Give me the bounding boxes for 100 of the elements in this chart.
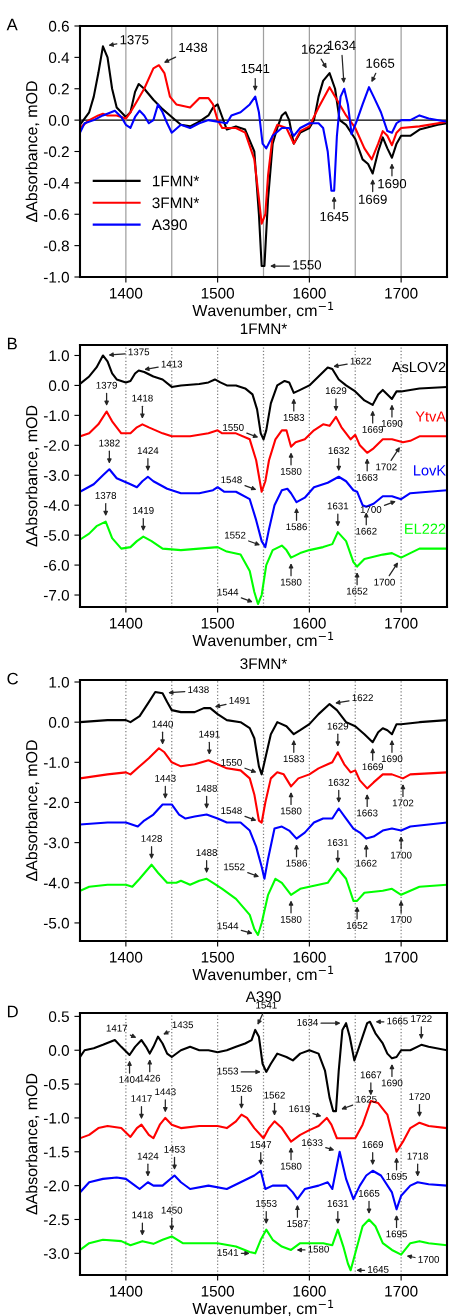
annotation: 1438 bbox=[188, 686, 209, 694]
annotation: 1652 bbox=[347, 587, 368, 595]
annotation: 1583 bbox=[283, 414, 305, 421]
annotation: 1541 bbox=[241, 63, 270, 74]
y-tick-label: -5.0 bbox=[43, 917, 69, 929]
text: C bbox=[7, 672, 18, 685]
legend-label: A390 bbox=[151, 219, 187, 231]
annotation: 1662 bbox=[356, 859, 377, 867]
annotation: 1625 bbox=[356, 1095, 377, 1103]
x-tick-label: 1600 bbox=[293, 287, 326, 299]
annotation: 1580 bbox=[308, 1245, 329, 1253]
annotation: 1718 bbox=[407, 1152, 429, 1160]
annotation: 1629 bbox=[327, 722, 349, 730]
x-tick-label: 1700 bbox=[385, 951, 418, 963]
x-tick-label: 1500 bbox=[201, 951, 235, 963]
annotation: 1552 bbox=[225, 531, 246, 539]
annotation: 1418 bbox=[132, 1211, 153, 1219]
annotation: 1562 bbox=[264, 1091, 285, 1099]
x-tick-label: 1400 bbox=[110, 951, 143, 963]
annotation: 1580 bbox=[280, 915, 302, 923]
annotation: 1541 bbox=[217, 1249, 239, 1256]
y-tick-label: -1.5 bbox=[43, 1146, 69, 1158]
x-tick-label: 1600 bbox=[293, 951, 326, 963]
annotation: 1550 bbox=[293, 260, 322, 270]
annotation: 1553 bbox=[217, 1067, 239, 1075]
annotation: 1435 bbox=[172, 1021, 194, 1029]
annotation: 1417 bbox=[106, 1024, 128, 1032]
x-axis-title: Wavenumber, cm$^{−1}$ bbox=[192, 631, 334, 649]
y-axis-title: ΔAbsorbance, mOD bbox=[25, 740, 40, 882]
annotation: 1662 bbox=[356, 527, 377, 535]
x-tick-label: 1400 bbox=[110, 617, 143, 629]
annotation: 1548 bbox=[221, 476, 242, 484]
annotation: 1665 bbox=[387, 1017, 408, 1025]
text: A bbox=[6, 18, 18, 31]
y-axis-title: ΔAbsorbance, mOD bbox=[25, 1073, 40, 1215]
annotation: 1622 bbox=[352, 694, 373, 702]
annotation: 1488 bbox=[196, 784, 218, 792]
y-tick-label: 0.5 bbox=[48, 1011, 69, 1023]
y-tick-label: 0.0 bbox=[48, 1045, 69, 1056]
annotation: 1424 bbox=[137, 1152, 159, 1160]
annotation: 1700 bbox=[391, 851, 412, 859]
annotation: 1587 bbox=[287, 1220, 308, 1228]
annotation: 1550 bbox=[223, 423, 244, 431]
y-axis-title: ΔAbsorbance, mOD bbox=[25, 405, 40, 547]
y-tick-label: -6.0 bbox=[43, 559, 69, 571]
x-tick-label: 1500 bbox=[201, 287, 235, 299]
annotation: 1619 bbox=[289, 1105, 310, 1113]
annotation: 1631 bbox=[327, 1200, 349, 1207]
annotation: 1629 bbox=[325, 387, 347, 395]
annotation: 1722 bbox=[411, 1015, 432, 1022]
y-axis-title: ΔAbsorbance, mOD bbox=[25, 81, 40, 223]
annotation: 1667 bbox=[360, 1071, 382, 1079]
y-tick-label: -3.0 bbox=[43, 1248, 69, 1260]
x-tick-label: 1400 bbox=[110, 1285, 143, 1297]
chart-title: 3FMN* bbox=[240, 658, 288, 670]
series-label: EL222 bbox=[405, 523, 446, 534]
y-tick-label: -4.0 bbox=[43, 877, 69, 889]
text: D bbox=[7, 1005, 18, 1018]
annotation: 1491 bbox=[229, 696, 250, 704]
annotation: 1632 bbox=[328, 778, 350, 786]
annotation: 1417 bbox=[131, 1095, 152, 1102]
y-tick-label: -2.0 bbox=[43, 1180, 69, 1192]
annotation: 1665 bbox=[358, 1189, 380, 1197]
annotation: 1413 bbox=[161, 360, 183, 368]
x-tick-label: 1600 bbox=[293, 1285, 326, 1297]
series-label: YtvA bbox=[415, 411, 447, 422]
x-axis-title: Wavenumber, cm$^{−1}$ bbox=[192, 301, 334, 319]
annotation: 1544 bbox=[217, 588, 239, 596]
annotation: 1378 bbox=[95, 492, 117, 499]
annotation: 1426 bbox=[139, 1074, 161, 1082]
annotation: 1669 bbox=[362, 763, 384, 771]
annotation: 1428 bbox=[141, 835, 162, 842]
annotation: 1443 bbox=[155, 1088, 176, 1096]
annotation: 1702 bbox=[376, 463, 397, 471]
annotation: 1541 bbox=[256, 1001, 277, 1009]
series-label: LovK bbox=[414, 465, 446, 476]
y-tick-label: -7.0 bbox=[43, 589, 69, 601]
series-label: AsLOV2 bbox=[391, 361, 446, 373]
annotation: 1645 bbox=[320, 211, 349, 222]
annotation: 1695 bbox=[386, 1172, 407, 1180]
chart-title: A390 bbox=[245, 991, 281, 1003]
y-tick-label: 0.2 bbox=[48, 83, 69, 95]
annotation: 1622 bbox=[350, 357, 372, 365]
annotation: 1418 bbox=[132, 394, 153, 402]
annotation: 1548 bbox=[221, 807, 242, 815]
annotation: 1450 bbox=[161, 1206, 183, 1214]
line-series bbox=[80, 410, 447, 493]
annotation: 1690 bbox=[381, 1079, 403, 1087]
x-tick-label: 1600 bbox=[293, 617, 326, 629]
annotation: 1382 bbox=[99, 439, 120, 447]
annotation: 1544 bbox=[217, 922, 239, 930]
annotation: 1720 bbox=[409, 1093, 430, 1100]
x-axis-title: Wavenumber, cm$^{−1}$ bbox=[192, 1299, 334, 1316]
annotation: 1404 bbox=[119, 1076, 141, 1083]
annotation: 1491 bbox=[199, 730, 220, 738]
line-series bbox=[80, 747, 447, 824]
y-tick-label: 0.4 bbox=[48, 52, 70, 64]
annotation: 1652 bbox=[347, 921, 368, 929]
annotation: 1634 bbox=[297, 1018, 319, 1026]
y-tick-label: 1.0 bbox=[49, 676, 69, 688]
